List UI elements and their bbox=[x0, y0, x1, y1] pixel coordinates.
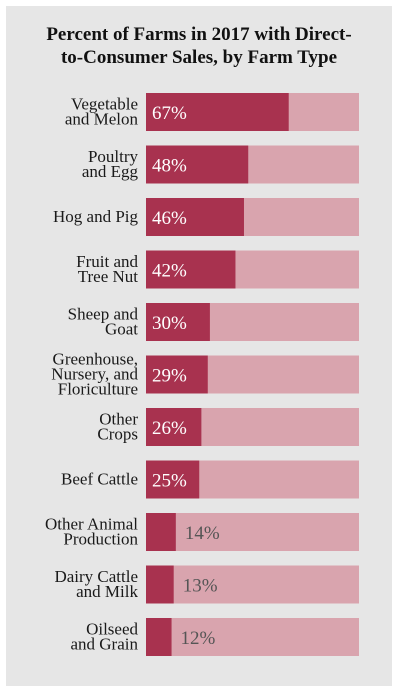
category-label-line: and Melon bbox=[65, 110, 139, 129]
category-label-line: Hog and Pig bbox=[53, 207, 139, 226]
bar bbox=[146, 355, 208, 394]
category-label-line: Nursery, and bbox=[51, 365, 138, 384]
value-label: 48% bbox=[152, 156, 187, 177]
category-label-line: Oilseed bbox=[86, 620, 138, 639]
category-label: Oilseed and Grain bbox=[70, 620, 138, 654]
category-label-line: Crops bbox=[97, 425, 138, 444]
category-label-line: Other bbox=[99, 410, 138, 429]
chart-title-line-2: to-Consumer Sales, by Farm Type bbox=[60, 47, 338, 68]
bar bbox=[146, 250, 236, 289]
category-label-line: Sheep and bbox=[68, 305, 139, 324]
category-label-line: Dairy Cattle bbox=[54, 567, 138, 586]
bar bbox=[146, 145, 249, 184]
category-label-line: Greenhouse, bbox=[53, 350, 138, 369]
value-label: 46% bbox=[152, 208, 187, 229]
bar bbox=[146, 303, 210, 341]
category-label: Sheep and Goat bbox=[68, 305, 139, 339]
bar bbox=[146, 198, 244, 236]
category-label: Beef Cattle bbox=[61, 470, 138, 489]
category-label: Greenhouse, Nursery, and Floriculture bbox=[51, 350, 138, 399]
category-label-line: Vegetable bbox=[71, 95, 138, 114]
category-label-line: and Milk bbox=[76, 582, 138, 601]
bar bbox=[146, 618, 172, 656]
chart-title: Percent of Farms in 2017 with Direct- to… bbox=[6, 23, 392, 69]
value-label: 13% bbox=[183, 576, 218, 597]
category-label-line: Goat bbox=[105, 320, 138, 339]
category-label: Other Crops bbox=[97, 410, 138, 444]
category-label: Dairy Cattle and Milk bbox=[54, 567, 138, 601]
category-label: Hog and Pig bbox=[53, 207, 139, 226]
category-label-line: Other Animal bbox=[45, 515, 138, 534]
category-label: Vegetable and Melon bbox=[65, 95, 139, 129]
value-label: 29% bbox=[152, 366, 187, 387]
category-label-line: and Grain bbox=[70, 635, 138, 654]
bar bbox=[146, 513, 176, 551]
bar bbox=[146, 565, 174, 604]
bar bbox=[146, 408, 202, 446]
bar-track bbox=[146, 513, 359, 551]
bar-chart: 67% Vegetable and Melon 48% Poultry and Egg 46… bbox=[45, 93, 359, 656]
category-label-line: Production bbox=[63, 530, 138, 549]
bar bbox=[146, 460, 200, 499]
bar-track bbox=[146, 618, 359, 656]
value-label: 25% bbox=[152, 471, 187, 492]
value-label: 14% bbox=[185, 523, 220, 544]
bar bbox=[146, 93, 289, 131]
category-label: Fruit and Tree Nut bbox=[76, 252, 138, 286]
bar-track bbox=[146, 565, 359, 604]
chart-title-line-1: Percent of Farms in 2017 with Direct- bbox=[46, 24, 352, 45]
category-label: Other Animal Production bbox=[45, 515, 139, 549]
value-label: 30% bbox=[152, 313, 187, 334]
category-label-line: and Egg bbox=[82, 162, 139, 181]
category-label: Poultry and Egg bbox=[82, 147, 139, 181]
category-label-line: Fruit and bbox=[76, 252, 138, 271]
value-label: 26% bbox=[152, 418, 187, 439]
category-label-line: Floriculture bbox=[58, 380, 138, 399]
value-label: 12% bbox=[181, 628, 216, 649]
value-label: 67% bbox=[152, 103, 187, 124]
chart-panel: Percent of Farms in 2017 with Direct- to… bbox=[6, 6, 392, 686]
category-label-line: Poultry bbox=[88, 147, 139, 166]
category-label-line: Tree Nut bbox=[78, 267, 139, 286]
value-label: 42% bbox=[152, 261, 187, 282]
category-label-line: Beef Cattle bbox=[61, 470, 138, 489]
